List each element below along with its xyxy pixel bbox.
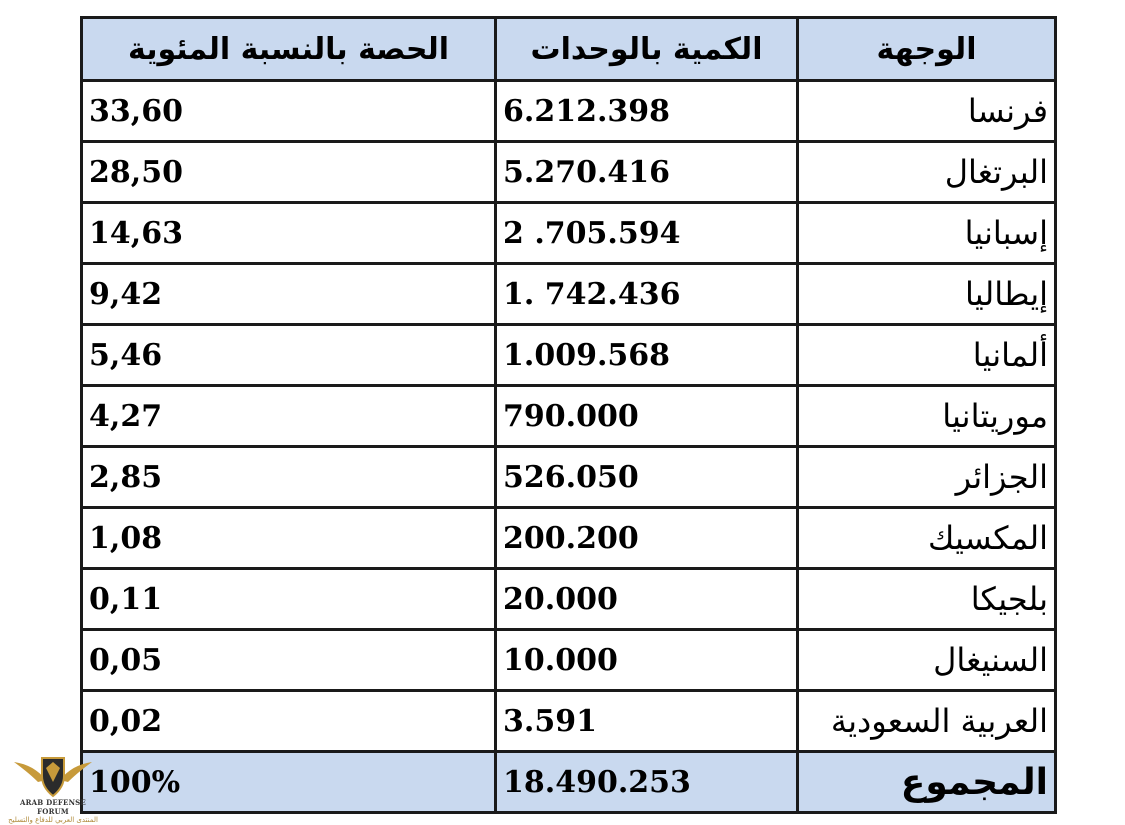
total-label-cell: المجموع: [796, 750, 1057, 814]
watermark-arabic-text: المنتدى العربي للدفاع والتسليح: [8, 816, 98, 824]
watermark-logo: ARAB DEFENSE FORUM المنتدى العربي للدفاع…: [4, 752, 102, 824]
destination-cell: بلجيكا: [796, 567, 1057, 631]
table-row: ألمانيا 1.009.568 5,46: [80, 323, 1057, 387]
destination-cell: فرنسا: [796, 79, 1057, 143]
table-row: موريتانيا 790.000 4,27: [80, 384, 1057, 448]
quantity-cell: 1. 742.436: [494, 262, 799, 326]
quantity-cell: 20.000: [494, 567, 799, 631]
table-row: بلجيكا 20.000 0,11: [80, 567, 1057, 631]
quantity-cell: 790.000: [494, 384, 799, 448]
share-cell: 0,11: [80, 567, 497, 631]
quantity-cell: 1.009.568: [494, 323, 799, 387]
table-row: إيطاليا 1. 742.436 9,42: [80, 262, 1057, 326]
destination-cell: إيطاليا: [796, 262, 1057, 326]
header-share: الحصة بالنسبة المئوية: [80, 16, 497, 82]
destination-cell: موريتانيا: [796, 384, 1057, 448]
destination-cell: ألمانيا: [796, 323, 1057, 387]
table-row: المكسيك 200.200 1,08: [80, 506, 1057, 570]
share-cell: 2,85: [80, 445, 497, 509]
quantity-cell: 5.270.416: [494, 140, 799, 204]
quantity-cell: 3.591: [494, 689, 799, 753]
share-cell: 0,05: [80, 628, 497, 692]
header-quantity: الكمية بالوحدات: [494, 16, 799, 82]
header-row: الوجهة الكمية بالوحدات الحصة بالنسبة الم…: [80, 16, 1057, 82]
share-cell: 28,50: [80, 140, 497, 204]
quantity-cell: 10.000: [494, 628, 799, 692]
quantity-cell: 6.212.398: [494, 79, 799, 143]
destination-cell: إسبانيا: [796, 201, 1057, 265]
watermark-english-text: ARAB DEFENSE FORUM: [20, 798, 86, 816]
quantity-cell: 526.050: [494, 445, 799, 509]
quantity-cell: 2 .705.594: [494, 201, 799, 265]
table-row: العربية السعودية 3.591 0,02: [80, 689, 1057, 753]
table-row: الجزائر 526.050 2,85: [80, 445, 1057, 509]
total-share-cell: 100%: [80, 750, 497, 814]
header-destination: الوجهة: [796, 16, 1057, 82]
quantity-cell: 200.200: [494, 506, 799, 570]
destination-cell: السنيغال: [796, 628, 1057, 692]
exports-table: الوجهة الكمية بالوحدات الحصة بالنسبة الم…: [80, 16, 1057, 814]
share-cell: 9,42: [80, 262, 497, 326]
share-cell: 33,60: [80, 79, 497, 143]
share-cell: 4,27: [80, 384, 497, 448]
destination-cell: الجزائر: [796, 445, 1057, 509]
table-row: السنيغال 10.000 0,05: [80, 628, 1057, 692]
table-row: فرنسا 6.212.398 33,60: [80, 79, 1057, 143]
share-cell: 5,46: [80, 323, 497, 387]
share-cell: 14,63: [80, 201, 497, 265]
share-cell: 0,02: [80, 689, 497, 753]
share-cell: 1,08: [80, 506, 497, 570]
winged-shield-logo-icon: [14, 757, 92, 798]
exports-table-container: الوجهة الكمية بالوحدات الحصة بالنسبة الم…: [80, 16, 1057, 814]
table-row: إسبانيا 2 .705.594 14,63: [80, 201, 1057, 265]
total-quantity-cell: 18.490.253: [494, 750, 799, 814]
total-row: المجموع 18.490.253 100%: [80, 750, 1057, 814]
table-row: البرتغال 5.270.416 28,50: [80, 140, 1057, 204]
destination-cell: المكسيك: [796, 506, 1057, 570]
destination-cell: البرتغال: [796, 140, 1057, 204]
destination-cell: العربية السعودية: [796, 689, 1057, 753]
